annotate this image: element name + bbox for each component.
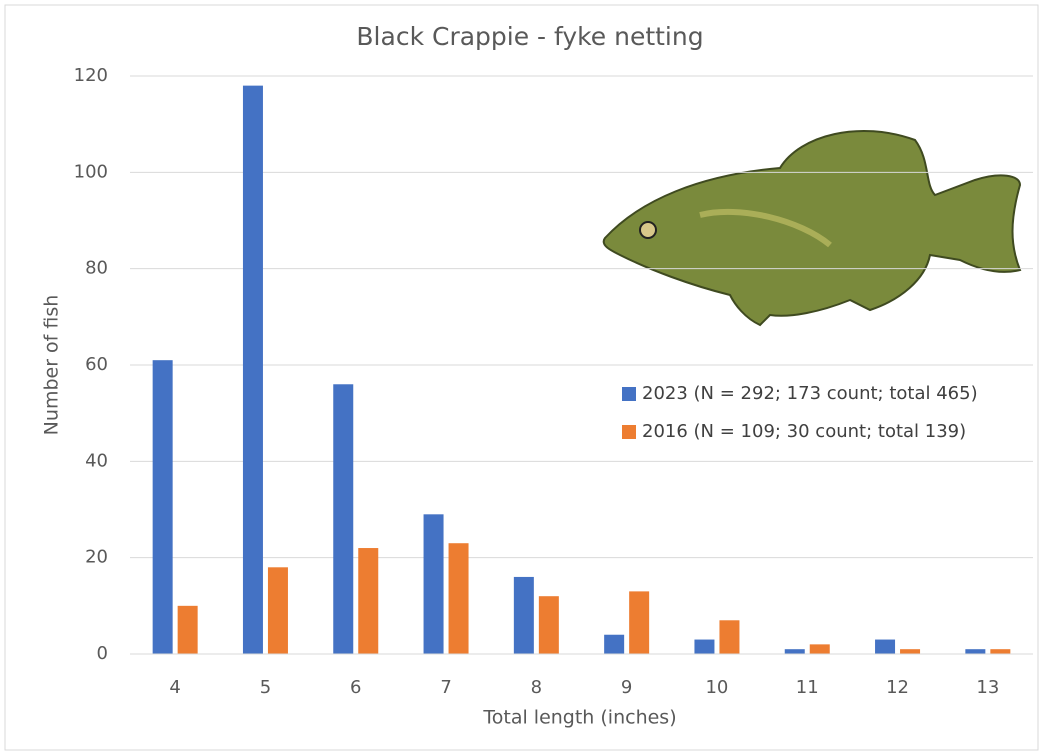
- chart-title: Black Crappie - fyke netting: [356, 22, 703, 51]
- bar: [448, 543, 469, 654]
- x-tick-label: 8: [531, 677, 542, 698]
- plot-area: 0 20 40 60 80 100 120 4 5 6 7 8 9 10 11 12 13 2023 (N = 2…: [74, 65, 1033, 698]
- bar: [538, 596, 559, 654]
- y-tick-label: 120: [74, 65, 108, 86]
- y-tick-label: 0: [97, 643, 108, 664]
- bar: [875, 639, 896, 654]
- bar: [513, 576, 534, 654]
- y-tick-label: 40: [85, 450, 108, 471]
- legend-swatch: [622, 387, 636, 401]
- bar: [267, 567, 288, 654]
- bar: [604, 634, 625, 654]
- legend-label: 2016 (N = 109; 30 count; total 139): [642, 421, 966, 442]
- x-axis-title: Total length (inches): [482, 707, 676, 729]
- x-tick-label: 10: [705, 677, 728, 698]
- y-tick-label: 100: [74, 161, 108, 182]
- fish-body: [602, 129, 1022, 327]
- bar: [423, 514, 444, 654]
- bar: [242, 85, 263, 655]
- bar: [784, 649, 805, 654]
- x-tick-label: 6: [350, 677, 361, 698]
- bar: [809, 644, 830, 654]
- x-tick-label: 12: [886, 677, 909, 698]
- legend-swatch: [622, 425, 636, 439]
- fish-illustration: [602, 129, 1022, 327]
- x-tick-label: 9: [621, 677, 632, 698]
- x-tick-label: 13: [976, 677, 999, 698]
- fish-marking: [699, 208, 832, 248]
- bar: [965, 649, 986, 654]
- y-tick-label: 20: [85, 547, 108, 568]
- x-tick-label: 5: [260, 677, 271, 698]
- bar: [629, 591, 650, 654]
- bar: [719, 620, 740, 654]
- x-tick-label: 11: [796, 677, 819, 698]
- bar: [152, 360, 173, 654]
- bar: [990, 649, 1011, 654]
- bar: [333, 384, 354, 654]
- bar: [177, 605, 198, 654]
- bar: [358, 548, 379, 654]
- y-axis-title: Number of fish: [41, 295, 63, 436]
- y-tick-label: 60: [85, 354, 108, 375]
- x-tick-label: 4: [169, 677, 180, 698]
- x-tick-label: 7: [440, 677, 451, 698]
- bar: [694, 639, 715, 654]
- legend-label: 2023 (N = 292; 173 count; total 465): [642, 383, 978, 404]
- fish-eye: [639, 221, 657, 239]
- y-tick-label: 80: [85, 258, 108, 279]
- bar: [900, 649, 921, 654]
